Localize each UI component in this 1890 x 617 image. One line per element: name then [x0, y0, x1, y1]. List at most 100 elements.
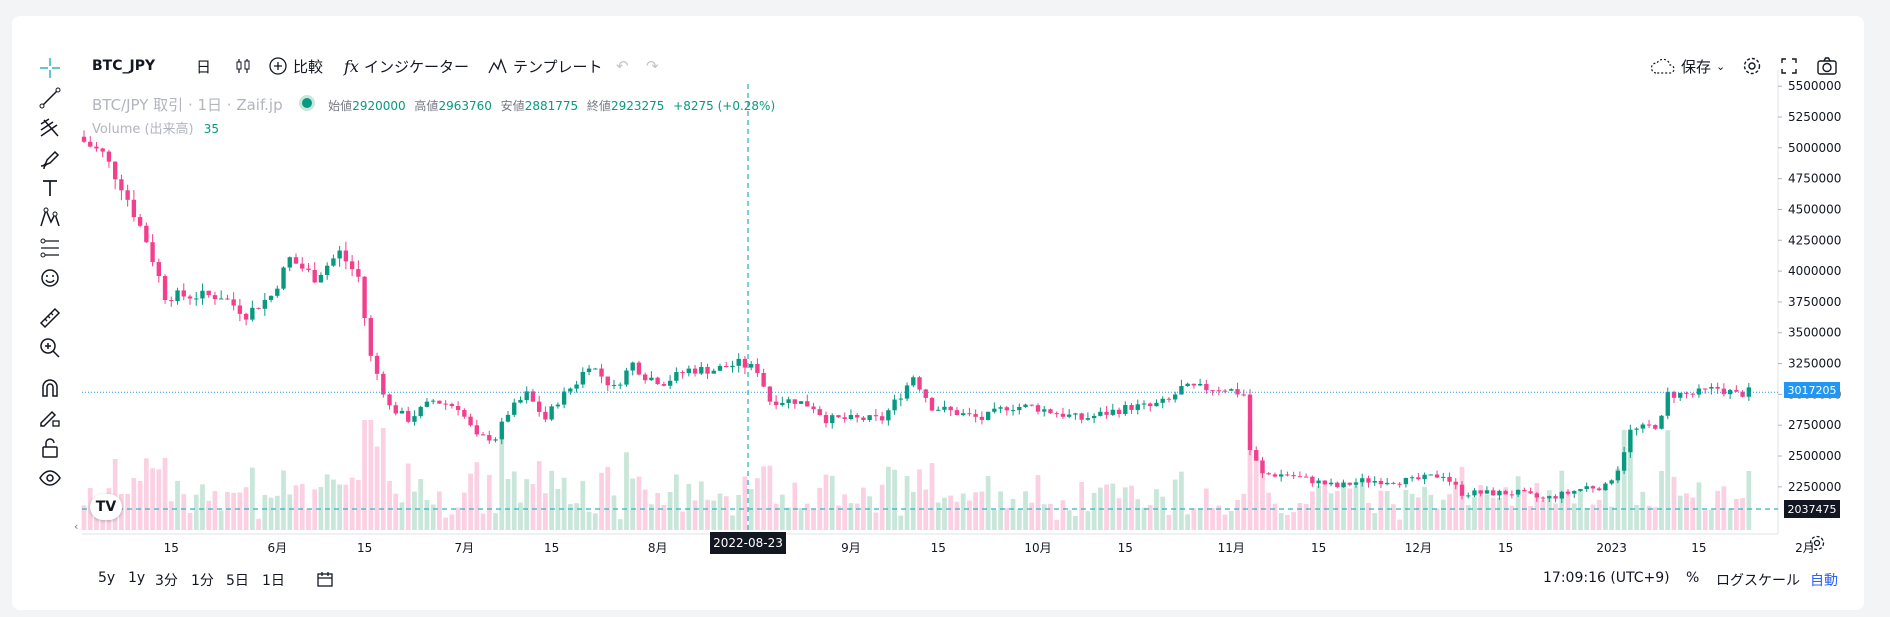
indicators-button[interactable]: fx インジケーター: [344, 54, 469, 78]
volume-bar: [854, 503, 860, 530]
percent-toggle[interactable]: %: [1686, 570, 1700, 586]
range-button-4[interactable]: 5日: [226, 573, 249, 589]
volume-bar: [1391, 504, 1396, 530]
trend-line-icon[interactable]: [36, 84, 64, 112]
fullscreen-icon[interactable]: [1780, 54, 1798, 78]
candle-body: [1628, 429, 1633, 453]
volume-bar: [592, 513, 598, 530]
volume-bar: [680, 511, 685, 530]
volume-bar: [661, 504, 667, 530]
brush-icon[interactable]: [36, 144, 64, 172]
candle-body: [1266, 473, 1271, 475]
volume-bar: [1353, 485, 1359, 530]
candle-body: [275, 288, 280, 296]
save-label: 保存: [1681, 57, 1712, 76]
range-button-0[interactable]: 5y: [98, 570, 116, 586]
candle-body: [661, 384, 667, 386]
candle-body: [262, 299, 268, 309]
ruler-icon[interactable]: [36, 304, 64, 332]
scroll-left-chevron-icon[interactable]: ‹: [74, 520, 79, 533]
volume-bar: [362, 420, 367, 530]
candle-body: [243, 313, 249, 320]
volume-bar: [1509, 505, 1515, 530]
compare-button[interactable]: 比較: [268, 54, 323, 78]
undo-icon[interactable]: ↶: [616, 57, 629, 75]
fib-tool-icon[interactable]: [36, 114, 64, 142]
candle-body: [817, 409, 822, 416]
date-range-calendar-icon[interactable]: [316, 570, 334, 592]
candle-body: [1316, 480, 1321, 484]
candle-body: [705, 366, 710, 374]
settings-gear-icon[interactable]: [1742, 54, 1762, 78]
volume-bar: [137, 480, 143, 530]
emoji-icon[interactable]: [36, 264, 64, 292]
auto-scale-toggle[interactable]: 自動: [1810, 573, 1838, 589]
eye-icon[interactable]: [36, 464, 64, 492]
save-button[interactable]: 保存 ⌄: [1650, 54, 1725, 78]
volume-bar: [692, 500, 698, 530]
candle-body: [1335, 482, 1340, 488]
range-button-3[interactable]: 1分: [191, 573, 214, 589]
crosshair-tool-icon[interactable]: [36, 54, 64, 82]
candle-body: [1328, 482, 1334, 485]
camera-icon[interactable]: [1816, 54, 1838, 78]
unlock-icon[interactable]: [36, 434, 64, 462]
pattern-tool-icon[interactable]: [36, 204, 64, 232]
candle-body: [462, 410, 467, 417]
symbol-button[interactable]: BTC_JPY: [92, 54, 155, 78]
candle-body: [412, 416, 417, 422]
candle-body: [1441, 476, 1446, 478]
text-tool-icon[interactable]: [36, 174, 64, 202]
volume-bar: [343, 484, 349, 530]
volume-bar: [449, 514, 455, 530]
tradingview-logo[interactable]: TV: [90, 494, 122, 520]
redo-icon[interactable]: ↷: [646, 57, 659, 75]
visibility-dot-icon[interactable]: [299, 95, 316, 111]
candle-body: [936, 409, 941, 411]
volume-bar: [698, 481, 704, 530]
volume-bar: [1465, 504, 1471, 530]
lock-drawing-pencil-icon[interactable]: [36, 404, 64, 432]
volume-bar: [960, 493, 966, 530]
volume-bar: [1297, 502, 1303, 530]
axis-settings-gear-icon[interactable]: [1808, 534, 1826, 556]
magnet-icon[interactable]: [36, 374, 64, 402]
templates-label: テンプレート: [513, 57, 603, 76]
range-button-1[interactable]: 1y: [128, 570, 146, 586]
candle-body: [655, 377, 660, 385]
range-button-2[interactable]: 3分: [155, 573, 178, 589]
prediction-tool-icon[interactable]: [36, 234, 64, 262]
candle-body: [125, 190, 130, 200]
candle-body: [1303, 476, 1309, 478]
volume-bar: [1347, 488, 1353, 530]
volume-value: 35: [203, 122, 220, 136]
candle-body: [892, 399, 897, 411]
zoom-in-icon[interactable]: [36, 334, 64, 362]
volume-bar: [717, 493, 723, 530]
plus-circle-icon: [269, 57, 287, 75]
candle-body: [162, 276, 168, 301]
volume-bar: [1490, 497, 1496, 530]
interval-button[interactable]: 日: [196, 54, 211, 78]
volume-bar: [468, 473, 473, 530]
candle-body: [1615, 470, 1621, 481]
range-button-5[interactable]: 1日: [262, 573, 285, 589]
volume-bar: [212, 491, 218, 530]
clock-time[interactable]: 17:09:16 (UTC+9): [1543, 570, 1670, 586]
volume-bar: [1403, 489, 1409, 530]
volume-bar: [268, 497, 274, 530]
candle-body: [1540, 497, 1546, 499]
last-price-badge: 3017205: [1784, 382, 1840, 398]
templates-button[interactable]: テンプレート: [488, 54, 603, 78]
candle-body: [206, 290, 211, 296]
log-scale-toggle[interactable]: ログスケール: [1716, 573, 1800, 589]
candle-body: [1434, 474, 1440, 478]
volume-bar: [256, 518, 261, 530]
chart-type-button[interactable]: [234, 54, 252, 78]
volume-bar: [249, 467, 255, 530]
candle-body: [1484, 490, 1490, 494]
volume-bar: [1266, 492, 1272, 530]
volume-bar: [1085, 511, 1091, 530]
candle-body: [94, 146, 99, 149]
